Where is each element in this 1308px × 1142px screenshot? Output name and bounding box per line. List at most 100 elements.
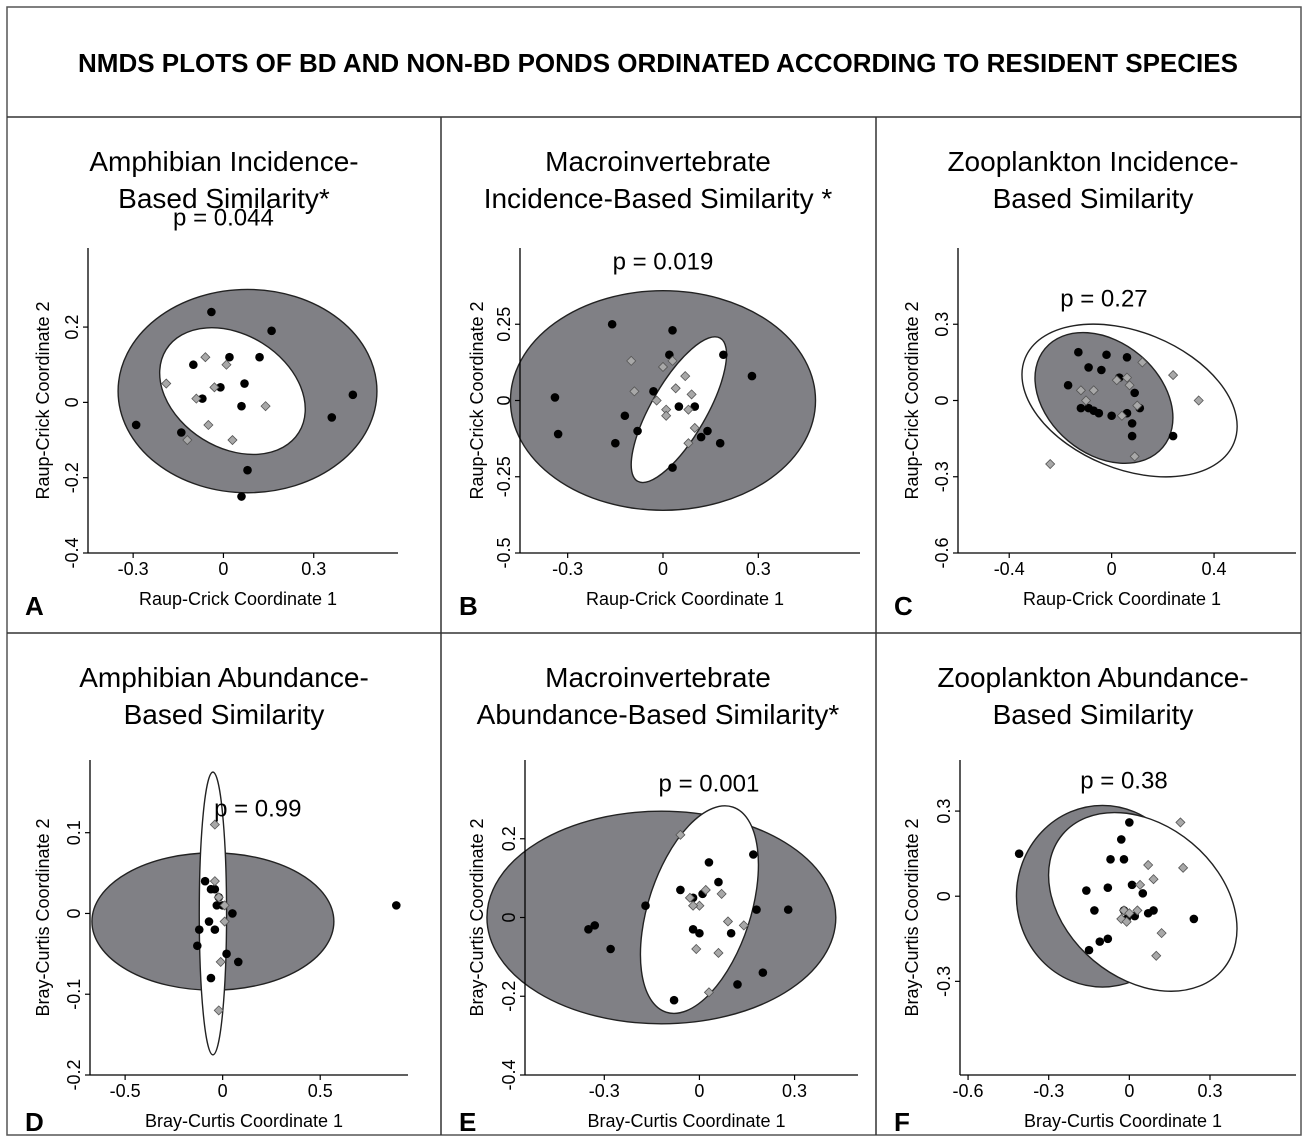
non-bd-point	[233, 957, 243, 967]
non-bd-point	[1189, 914, 1199, 924]
bd-point	[1151, 950, 1162, 961]
non-bd-point	[206, 973, 216, 983]
bd-point	[1143, 859, 1154, 871]
non-bd-point	[1076, 403, 1086, 413]
bd-point	[716, 888, 727, 899]
x-tick-label: -0.3	[552, 559, 583, 579]
p-value-annotation: p = 0.27	[1060, 285, 1147, 312]
x-tick-label: -0.6	[953, 1081, 984, 1101]
x-tick-label: 0.5	[308, 1081, 333, 1101]
non-bd-point	[590, 921, 600, 930]
non-bd-point	[1082, 886, 1091, 895]
non-bd-point	[726, 928, 736, 938]
non-bd-point	[1106, 855, 1115, 864]
bd-point	[191, 393, 202, 404]
non-bd-point	[210, 925, 220, 934]
non-bd-point	[194, 925, 204, 934]
non-bd-point	[674, 402, 684, 411]
x-tick-label: 0	[1107, 559, 1117, 579]
x-axis-label: Raup-Crick Coordinate 1	[586, 589, 784, 609]
bd-point	[1080, 395, 1092, 406]
non-bd-point	[1127, 880, 1137, 890]
non-bd-point	[1116, 835, 1126, 844]
x-tick-label: 0.3	[746, 559, 771, 579]
non-bd-point	[210, 884, 220, 894]
bd-point	[227, 434, 238, 446]
bd-point	[670, 383, 681, 394]
panel-letter: E	[459, 1107, 476, 1137]
y-tick-label: -0.3	[934, 966, 954, 997]
bd-point	[221, 359, 232, 370]
bd-point	[1129, 451, 1140, 462]
bd-ellipse	[158, 327, 306, 456]
bd-point	[1135, 879, 1146, 890]
non-bd-point	[1103, 934, 1113, 944]
bd-point	[1121, 372, 1133, 383]
y-tick-label: 0.25	[494, 307, 514, 342]
bd-point	[1124, 380, 1135, 391]
panel-F: Zooplankton Abundance- Based Similarity -0…	[894, 662, 1296, 1137]
non-bd-point	[177, 428, 186, 437]
p-value-annotation: p = 0.019	[613, 248, 714, 275]
bd-point	[260, 401, 271, 412]
non-bd-point	[1127, 431, 1137, 441]
non-bd-point	[240, 379, 249, 388]
bd-point	[683, 438, 694, 449]
bd-point	[182, 434, 193, 446]
non-bd-point	[641, 901, 650, 910]
panel-title-line: Based Similarity	[993, 183, 1194, 214]
non-bd-point	[715, 438, 725, 448]
x-tick-label: -0.3	[118, 559, 149, 579]
bd-point	[1175, 817, 1186, 828]
non-bd-point	[704, 858, 714, 867]
non-bd-point	[216, 383, 225, 392]
y-tick-label: 0	[64, 908, 84, 918]
y-tick-label: 0	[932, 395, 952, 405]
panel-E: Macroinvertebrate Abundance-Based Similar…	[459, 662, 858, 1137]
panel-A: Amphibian Incidence- Based Similarity* -0.…	[25, 146, 398, 621]
non-bd-point	[204, 917, 214, 926]
panel-letter: B	[459, 591, 478, 621]
non-bd-point	[668, 326, 677, 335]
non-bd-point	[1084, 945, 1094, 955]
y-tick-label: -0.6	[932, 537, 952, 568]
p-value-annotation: p = 0.044	[173, 204, 274, 231]
non-bd-point	[696, 432, 706, 442]
y-tick-label: -0.5	[494, 537, 514, 568]
x-axis-label: Bray-Curtis Coordinate 1	[1024, 1111, 1222, 1131]
non-bd-point	[200, 876, 210, 886]
bd-point	[713, 947, 724, 959]
non-bd-point	[237, 401, 246, 411]
x-axis-label: Raup-Crick Coordinate 1	[139, 589, 337, 609]
x-tick-label: -0.3	[1033, 1081, 1064, 1101]
non-bd-point	[237, 492, 246, 501]
non-bd-point	[606, 944, 615, 954]
x-tick-label: 0.3	[782, 1081, 807, 1101]
non-bd-point	[1084, 363, 1093, 372]
y-axis-label: Raup-Crick Coordinate 2	[902, 301, 922, 499]
p-value-annotation: p = 0.001	[659, 771, 760, 798]
bd-point	[1116, 410, 1127, 421]
bd-point	[629, 386, 640, 397]
y-tick-label: -0.25	[494, 456, 514, 497]
non-bd-point	[207, 307, 216, 317]
non-bd-point	[668, 463, 677, 472]
non-bd-point	[607, 319, 617, 329]
non-bd-point	[747, 371, 757, 381]
panel-C: Zooplankton Incidence- Based Similarity -0…	[894, 146, 1296, 621]
bd-point	[1178, 862, 1189, 873]
y-tick-label: 0.1	[64, 820, 84, 845]
panel-title-line: Zooplankton Abundance-	[937, 662, 1248, 693]
y-tick-label: 0	[499, 912, 519, 922]
bd-point	[209, 876, 220, 887]
y-tick-label: -0.4	[62, 537, 82, 568]
y-tick-label: -0.1	[64, 979, 84, 1010]
x-tick-label: -0.3	[589, 1081, 620, 1101]
figure-border	[6, 6, 1302, 1136]
y-tick-label: 0.3	[934, 799, 954, 824]
bd-point	[675, 829, 686, 840]
x-tick-label: 0	[218, 1081, 228, 1101]
bd-point	[1075, 385, 1086, 396]
x-tick-label: 0.3	[1197, 1081, 1222, 1101]
